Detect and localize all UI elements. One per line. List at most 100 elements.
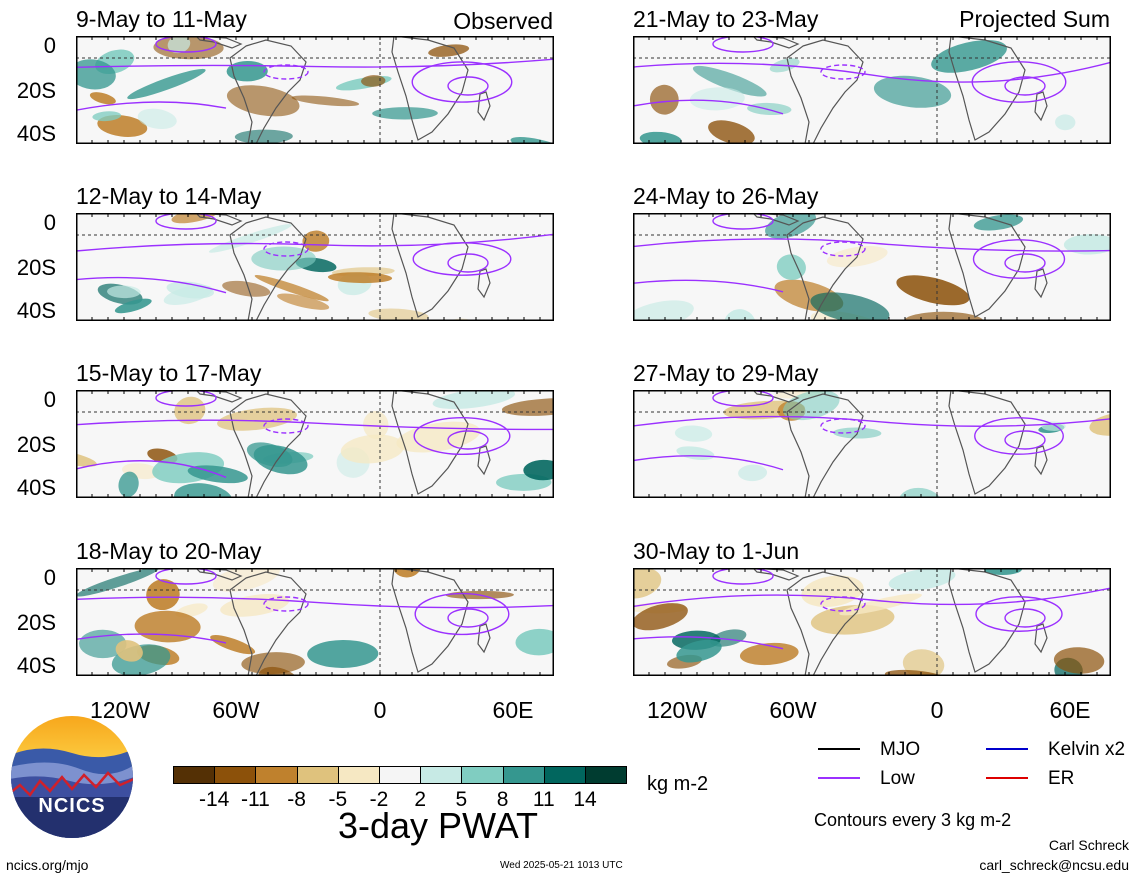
x-tick-label: 120W [89, 697, 151, 723]
panel-frame [633, 213, 1111, 321]
legend-label: Kelvin x2 [1048, 739, 1126, 760]
legend-swatch [818, 748, 860, 750]
author: Carl Schreck [1048, 837, 1129, 853]
low-contours [633, 213, 1111, 293]
map-field [76, 390, 554, 498]
coastlines [752, 36, 1048, 144]
x-tick-label: 0 [930, 697, 944, 723]
site-link[interactable]: ncics.org/mjo [6, 857, 89, 873]
low-contours [633, 568, 1111, 650]
colorbar-label: 2 [414, 788, 427, 811]
coastlines [752, 568, 1048, 676]
panel-frame [76, 36, 554, 144]
panel-title: 30-May to 1-Jun [633, 538, 800, 564]
panel-title: 12-May to 14-May [76, 183, 262, 209]
author-email[interactable]: carl_schreck@ncsu.edu [979, 857, 1129, 873]
anomaly-shading [76, 36, 554, 144]
map-panel [76, 568, 554, 676]
colorbar-swatch [173, 766, 216, 784]
timestamp: Wed 2025-05-21 1013 UTC [500, 860, 623, 871]
colorbar-label: 5 [455, 788, 468, 811]
legend-label: Low [880, 768, 915, 789]
map-field [633, 213, 1111, 321]
y-tick-label: 0 [43, 387, 56, 412]
low-contours [76, 213, 554, 294]
legend-swatch [986, 777, 1028, 779]
anomaly-shading [76, 568, 554, 676]
low-contours [76, 390, 554, 478]
ncics-logo: NCICS [10, 715, 134, 839]
x-tick-label: 60W [769, 697, 817, 723]
colorbar-swatch [585, 766, 628, 784]
x-tick-label: 60W [212, 697, 260, 723]
column-tag-observed: Observed [453, 8, 553, 34]
coastlines [195, 568, 491, 676]
y-tick-label: 40S [16, 298, 56, 323]
coastlines [195, 36, 491, 144]
x-tick-label: 60E [1049, 697, 1091, 723]
y-tick-label: 0 [43, 565, 56, 590]
y-tick-label: 0 [43, 33, 56, 58]
colorbar-label: -2 [369, 788, 389, 811]
panel-frame [76, 568, 554, 676]
map-panel [633, 568, 1111, 676]
legend-swatch [818, 777, 860, 779]
map-panel [76, 213, 554, 321]
panel-frame [76, 390, 554, 498]
colorbar-swatch [255, 766, 298, 784]
map-field [633, 390, 1111, 498]
y-tick-label: 20S [16, 432, 56, 457]
panel-title: 18-May to 20-May [76, 538, 262, 564]
colorbar-swatch [296, 766, 339, 784]
map-panel [633, 213, 1111, 321]
panel-title: 27-May to 29-May [633, 360, 819, 386]
coastlines [195, 213, 491, 321]
colorbar-swatch [214, 766, 257, 784]
colorbar-swatch [420, 766, 463, 784]
logo-text: NCICS [38, 795, 106, 817]
x-tick-label: 0 [373, 697, 387, 723]
panel-frame [633, 390, 1111, 498]
map-panel [633, 36, 1111, 144]
colorbar-swatch [543, 766, 586, 784]
contour-note: Contours every 3 kg m-2 [814, 810, 1012, 830]
figure-title: 3-day PWAT [338, 805, 539, 846]
colorbar-label: -5 [328, 788, 348, 811]
coastlines [195, 390, 491, 498]
map-field [633, 568, 1111, 676]
legend-label: ER [1048, 768, 1075, 789]
anomaly-shading [97, 213, 486, 321]
x-tick-label: 120W [646, 697, 708, 723]
colorbar-swatch [337, 766, 380, 784]
legend-label: MJO [880, 739, 921, 760]
colorbar-label: -8 [287, 788, 306, 811]
colorbar-label: 8 [496, 788, 509, 811]
map-field [76, 213, 554, 321]
map-field [76, 568, 554, 676]
colorbar-label: 11 [532, 788, 555, 811]
units-label: kg m-2 [647, 773, 709, 795]
map-panel [633, 390, 1111, 498]
y-tick-label: 40S [16, 475, 56, 500]
map-field [76, 36, 554, 144]
colorbar-swatch [502, 766, 545, 784]
y-tick-label: 40S [16, 653, 56, 678]
panel-title: 9-May to 11-May [76, 6, 247, 32]
map-field [633, 36, 1111, 144]
low-contours [633, 36, 1111, 115]
colorbar-swatch [379, 766, 422, 784]
x-tick-label: 60E [492, 697, 534, 723]
colorbar-label: 14 [573, 788, 597, 811]
y-tick-label: 20S [16, 78, 56, 103]
panel-title: 21-May to 23-May [633, 6, 819, 32]
colorbar-label: -14 [199, 788, 230, 811]
panel-title: 15-May to 17-May [76, 360, 262, 386]
panel-frame [633, 568, 1111, 676]
anomaly-shading [633, 213, 1111, 321]
low-contours [76, 568, 554, 644]
low-contours [633, 390, 1111, 471]
low-contours [76, 36, 554, 111]
anomaly-shading [633, 568, 1105, 676]
colorbar-swatch [461, 766, 504, 784]
legend-swatch [986, 748, 1028, 750]
